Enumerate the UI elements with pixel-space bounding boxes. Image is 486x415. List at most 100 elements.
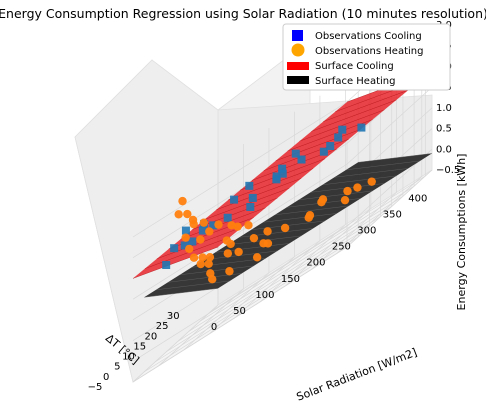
surface-mesh-line <box>275 129 361 161</box>
point-heating <box>227 221 236 230</box>
point-heating <box>244 221 253 230</box>
point-heating <box>196 259 205 269</box>
y-tick-label: 300 <box>357 226 376 237</box>
x-tick-label: 25 <box>156 321 169 332</box>
z-tick-label: −0.5 <box>436 165 460 176</box>
point-cooling <box>209 221 218 230</box>
legend-label-cooling-surface: Surface Cooling <box>315 61 394 72</box>
surface-mesh-line <box>274 205 349 215</box>
point-heating <box>234 247 243 257</box>
point-cooling <box>334 133 343 142</box>
legend-label-heating-obs: Observations Heating <box>315 46 423 57</box>
point-cooling <box>291 149 300 158</box>
point-heating <box>204 259 213 268</box>
point-cooling <box>162 261 171 270</box>
surface-mesh-line <box>322 175 397 185</box>
y-tick-label: 150 <box>281 274 300 285</box>
point-cooling <box>338 125 347 134</box>
point-cooling <box>357 123 366 132</box>
y-tick-label: 200 <box>306 258 325 269</box>
surface-mesh-line <box>144 237 230 269</box>
point-heating <box>222 236 232 245</box>
point-cooling <box>246 203 255 212</box>
surface-mesh-line <box>323 89 409 122</box>
point-heating <box>249 233 259 243</box>
point-heating <box>263 227 272 236</box>
surface-mesh-line <box>334 168 409 178</box>
point-heating <box>340 195 350 205</box>
point-cooling <box>181 226 190 235</box>
surface-mesh-line <box>346 160 421 170</box>
surface-mesh-line <box>180 207 266 240</box>
point-cooling <box>170 244 179 253</box>
point-heating <box>185 244 194 254</box>
z-tick-label: 1.0 <box>436 103 452 114</box>
point-cooling <box>297 155 306 164</box>
surface-mesh-line <box>299 109 385 142</box>
point-heating <box>189 253 199 262</box>
y-tick-label: 50 <box>233 306 246 317</box>
gridline-z <box>132 149 433 362</box>
point-heating <box>223 249 233 258</box>
point-cooling <box>198 226 207 235</box>
legend-marker-cooling-surface <box>287 62 309 70</box>
point-heating <box>174 210 183 219</box>
point-heating <box>252 253 262 262</box>
surface-mesh-line <box>298 190 373 200</box>
x-tick-label: 20 <box>145 331 158 342</box>
x-tick-label: −5 <box>88 382 103 393</box>
chart-title: Energy Consumption Regression using Sola… <box>0 6 486 21</box>
y-axis-label: Solar Radiation [W/m2] <box>295 346 419 404</box>
point-heating <box>367 177 376 186</box>
point-cooling <box>326 142 335 151</box>
z-tick-label: 0.5 <box>436 124 452 135</box>
point-heating <box>178 196 187 206</box>
point-heating <box>317 197 326 207</box>
point-cooling <box>278 164 287 173</box>
x-tick-label: 0 <box>103 372 109 383</box>
point-heating <box>198 253 207 262</box>
surface-mesh-line <box>311 99 397 132</box>
point-cooling <box>245 181 254 190</box>
z-axis-label: Energy Consumptions [kWh] <box>455 154 468 311</box>
surface-mesh-line <box>358 153 433 163</box>
point-heating <box>305 211 315 220</box>
y-tick-label: 400 <box>408 193 427 204</box>
legend-marker-heating-surface <box>287 76 309 84</box>
surface-mesh-line <box>263 213 337 223</box>
y-tick-label: 100 <box>255 290 274 301</box>
point-heating <box>189 219 198 229</box>
point-heating <box>196 235 205 244</box>
point-cooling <box>272 172 281 181</box>
point-heating <box>353 183 362 192</box>
y-tick-label: 250 <box>332 242 351 253</box>
point-heating <box>183 209 192 219</box>
legend-label-cooling-obs: Observations Cooling <box>315 31 422 42</box>
surface-mesh-line <box>263 138 349 171</box>
point-heating <box>343 186 352 196</box>
surface-mesh-line <box>144 288 219 298</box>
point-heating <box>205 252 215 262</box>
legend: Observations Cooling Observations Heatin… <box>282 23 451 91</box>
point-heating <box>280 223 290 233</box>
z-tick-label: 0.0 <box>436 144 452 155</box>
point-heating <box>208 274 217 284</box>
point-cooling <box>188 237 197 246</box>
surface-mesh-line <box>132 246 219 279</box>
surface-mesh-line <box>216 178 302 211</box>
x-tick-label: 30 <box>167 311 180 322</box>
point-heating <box>263 239 273 248</box>
surface-mesh-line <box>179 265 254 275</box>
legend-marker-cooling-obs <box>292 30 303 41</box>
x-tick-label: 15 <box>133 341 146 352</box>
y-tick-label: 350 <box>383 210 402 221</box>
x-tick-label: 5 <box>114 362 120 373</box>
point-heating <box>225 267 234 276</box>
observation-points <box>162 123 376 284</box>
point-cooling <box>319 147 328 156</box>
point-heating <box>199 218 209 227</box>
point-heating <box>214 220 223 229</box>
x-tick-label: 10 <box>122 352 135 363</box>
y-tick-label: 0 <box>211 322 217 333</box>
gridline-y <box>132 160 219 383</box>
